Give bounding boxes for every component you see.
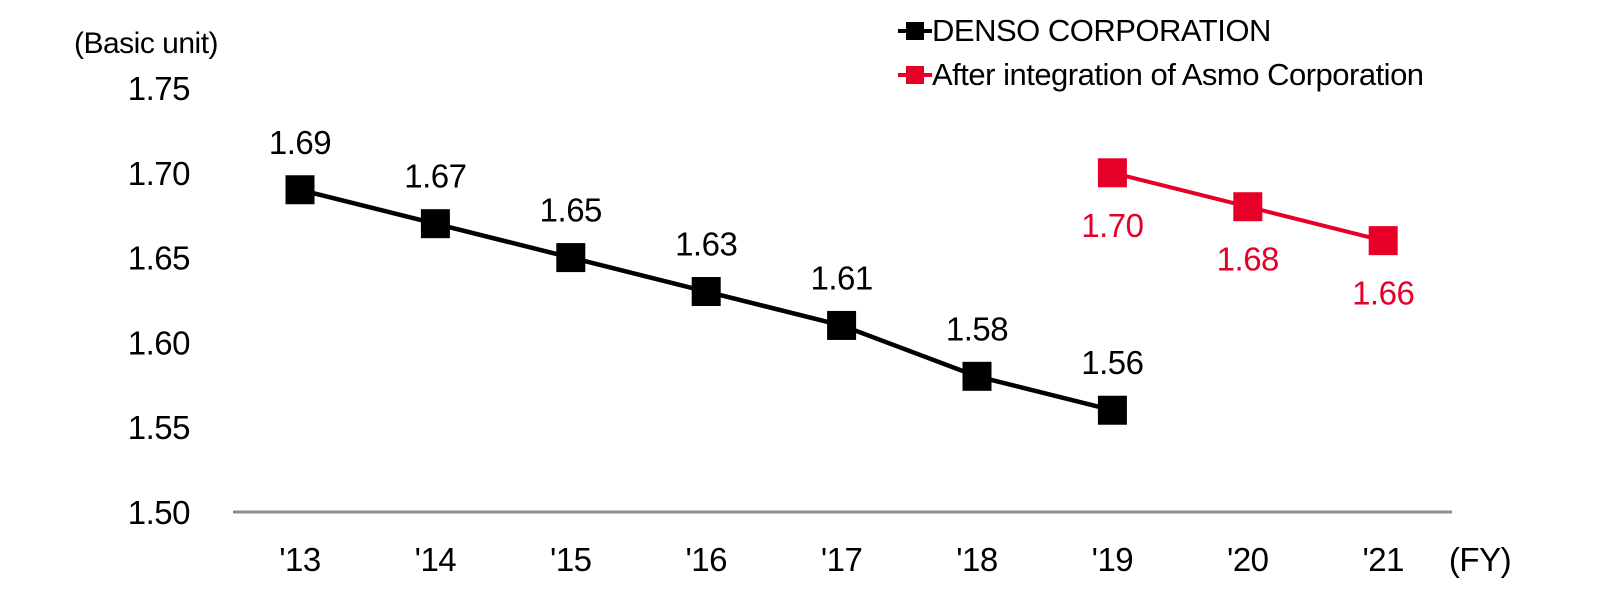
y-axis-tick-label: 1.65: [128, 240, 190, 277]
x-axis-tick-label: '16: [685, 541, 727, 578]
data-point-marker: [1368, 226, 1398, 256]
legend-item-asmo: After integration of Asmo Corporation: [898, 56, 1424, 94]
x-axis-tick-label: '13: [279, 541, 321, 578]
y-axis-tick-label: 1.55: [128, 409, 190, 446]
x-axis-tick-label: '18: [956, 541, 998, 578]
data-point-marker: [827, 310, 857, 340]
x-axis-tick-label: '14: [415, 541, 457, 578]
data-point-marker: [1097, 395, 1127, 425]
data-point-label: 1.56: [1081, 344, 1143, 381]
y-axis-tick-label: 1.50: [128, 494, 190, 531]
y-axis-tick-label: 1.70: [128, 155, 190, 192]
data-point-marker: [420, 209, 450, 239]
y-axis-tick-label: 1.60: [128, 324, 190, 361]
x-axis-tick-label: '21: [1362, 541, 1404, 578]
data-point-label: 1.69: [269, 124, 331, 161]
data-point-label: 1.63: [675, 226, 737, 263]
y-axis-unit-label: (Basic unit): [74, 27, 219, 60]
data-point-label: 1.66: [1352, 275, 1414, 312]
data-point-marker: [1233, 192, 1263, 222]
data-point-marker: [691, 277, 721, 307]
data-point-marker: [285, 175, 315, 205]
x-axis-fy-label: (FY): [1449, 541, 1511, 578]
data-point-label: 1.70: [1081, 207, 1143, 244]
data-point-marker: [962, 361, 992, 391]
x-axis-tick-label: '17: [821, 541, 863, 578]
legend: DENSO CORPORATION After integration of A…: [898, 12, 1424, 100]
x-axis-tick-label: '20: [1227, 541, 1269, 578]
legend-item-denso: DENSO CORPORATION: [898, 12, 1424, 50]
legend-label-asmo: After integration of Asmo Corporation: [932, 57, 1424, 92]
x-axis-tick-label: '15: [550, 541, 592, 578]
x-axis-tick-label: '19: [1092, 541, 1134, 578]
legend-label-denso: DENSO CORPORATION: [932, 13, 1271, 48]
data-point-marker: [556, 243, 586, 273]
legend-marker-square-icon: [898, 22, 932, 40]
data-point-label: 1.68: [1217, 241, 1279, 278]
data-point-marker: [1097, 158, 1127, 188]
data-point-label: 1.65: [540, 192, 602, 229]
data-point-label: 1.61: [810, 259, 872, 296]
data-point-label: 1.58: [946, 310, 1008, 347]
data-point-label: 1.67: [404, 158, 466, 195]
legend-marker-square-icon: [898, 66, 932, 84]
y-axis-tick-label: 1.75: [128, 70, 190, 107]
